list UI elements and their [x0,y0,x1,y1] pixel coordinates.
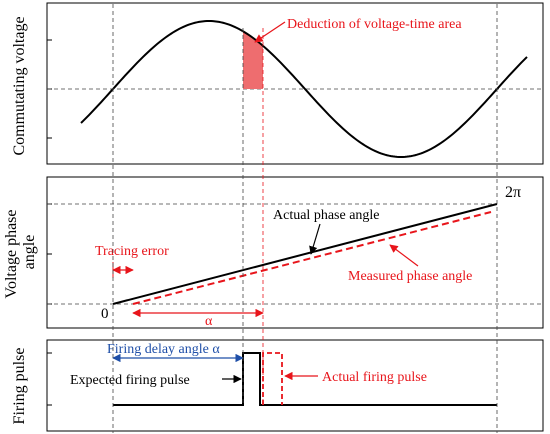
alpha-label: α [205,314,213,329]
expected-firing-pulse [113,352,497,406]
expected-pulse-label: Expected firing pulse [70,373,190,388]
tracing-error-label: Tracing error [95,244,169,259]
actual-phase-line [112,203,498,305]
two-pi-label: 2π [505,184,521,201]
phase-panel: 2π 0 Actual phase angle Measured phase a… [3,176,544,329]
voltage-area-annotation: Deduction of voltage-time area [287,17,462,32]
measured-phase-arrow [389,244,419,267]
pulse-y-label: Firing pulse [11,348,28,425]
voltage-time-area [243,31,263,89]
measured-phase-line [132,211,492,305]
voltage-panel: Deduction of voltage-time area Commutati… [11,2,544,165]
actual-firing-pulse [262,352,283,405]
pulse-y-ticks [47,352,52,406]
voltage-area-arrow [254,21,286,43]
voltage-panel-frame [46,2,544,165]
phase-panel-frame [46,176,544,329]
phase-y-label: Voltage phase angle [3,205,38,298]
voltage-y-label: Commutating voltage [11,16,28,155]
firing-delay-label: Firing delay angle α [107,342,220,357]
actual-pulse-label: Actual firing pulse [322,370,427,385]
measured-phase-label: Measured phase angle [348,269,472,284]
actual-phase-arrow [309,223,321,255]
phase-y-ticks [47,203,52,305]
pulse-panel-frame [46,339,544,432]
phase-y-label-line2: angle [21,235,38,270]
phase-y-label-line1: Voltage phase [3,209,20,298]
commutating-voltage-curve [80,19,528,159]
pulse-panel: Firing delay angle α Expected firing pul… [11,339,544,432]
zero-label: 0 [101,306,109,322]
actual-phase-label: Actual phase angle [273,208,380,223]
vertical-guides [112,4,498,433]
